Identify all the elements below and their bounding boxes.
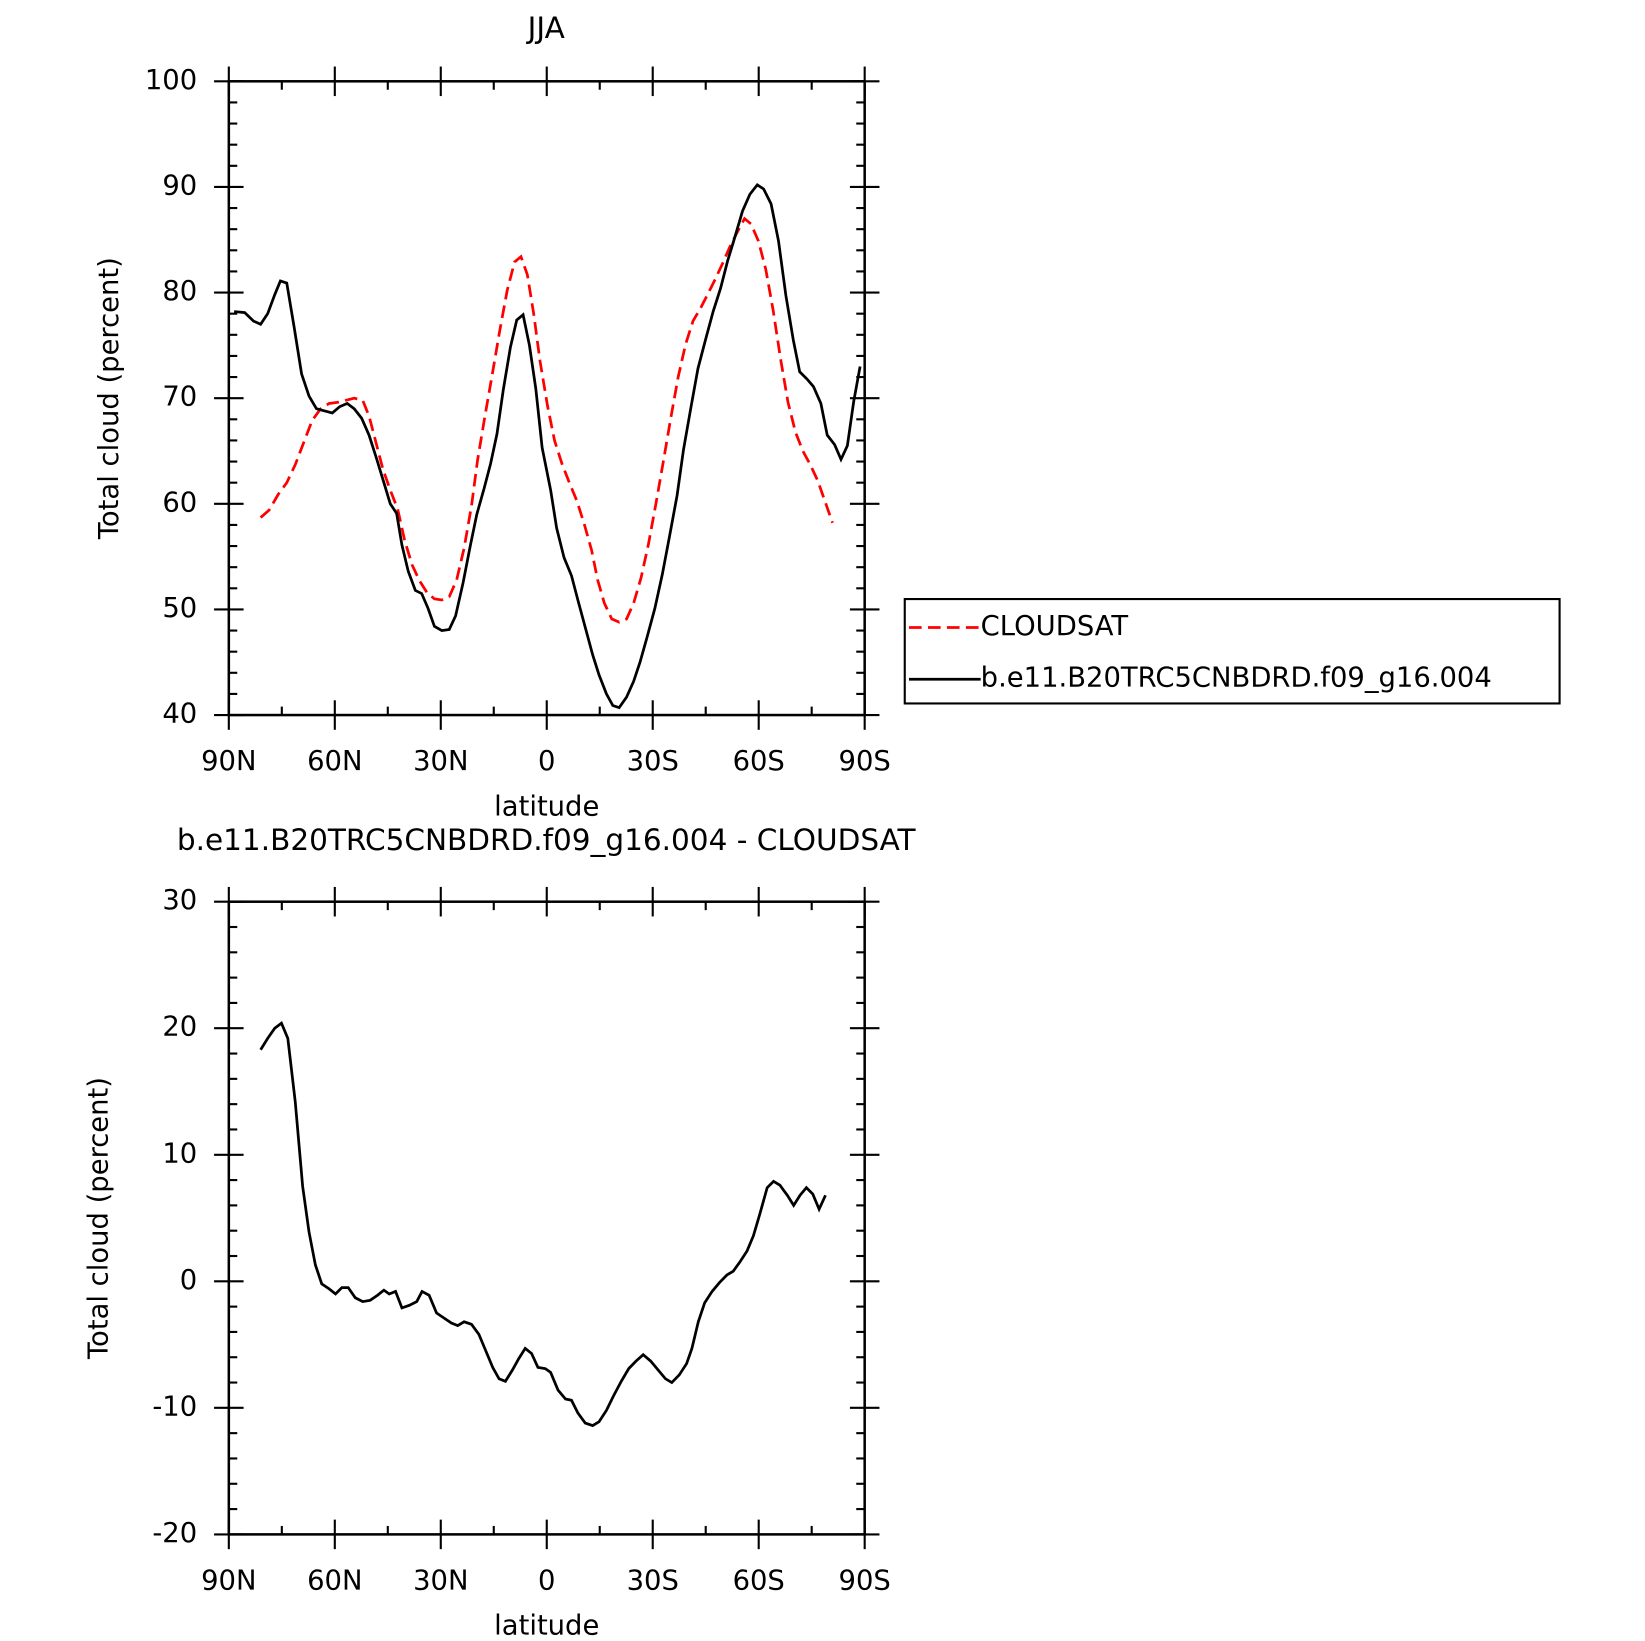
x-tick-label: 60N — [307, 746, 362, 777]
x-tick-label: 60S — [733, 746, 785, 777]
legend-label: b.e11.B20TRC5CNBDRD.f09_g16.004 — [981, 663, 1492, 694]
plot-frame — [227, 80, 866, 717]
y-tick-label: 80 — [162, 276, 197, 307]
x-tick-label: 90S — [839, 1565, 891, 1596]
chart-title: b.e11.B20TRC5CNBDRD.f09_g16.004 - CLOUDS… — [177, 823, 917, 857]
y-tick-label: -10 — [152, 1391, 197, 1422]
x-axis-label: latitude — [494, 791, 599, 822]
data-line — [259, 1021, 827, 1428]
y-tick-label: 70 — [162, 382, 197, 413]
x-tick-label: 30N — [413, 746, 468, 777]
y-tick-label: 90 — [162, 170, 197, 201]
legend-label: CLOUDSAT — [981, 611, 1129, 642]
x-tick-label: 90N — [201, 1565, 256, 1596]
y-tick-label: 0 — [180, 1265, 197, 1296]
data-line — [259, 216, 834, 624]
x-tick-label: 90S — [839, 746, 891, 777]
chart-title: JJA — [526, 11, 565, 45]
y-tick-label: 60 — [162, 487, 197, 518]
x-tick-label: 30S — [627, 1565, 679, 1596]
data-line — [233, 182, 862, 710]
plot-frame — [227, 900, 866, 1536]
x-tick-label: 60N — [307, 1565, 362, 1596]
x-tick-label: 30S — [627, 746, 679, 777]
y-tick-label: 100 — [145, 65, 197, 96]
y-tick-label: 20 — [162, 1012, 197, 1043]
y-tick-label: 50 — [162, 593, 197, 624]
x-tick-label: 90N — [201, 746, 256, 777]
y-axis-label: Total cloud (percent) — [84, 1077, 115, 1360]
x-tick-label: 0 — [538, 746, 555, 777]
y-tick-label: 40 — [162, 699, 197, 730]
x-axis-label: latitude — [494, 1611, 599, 1641]
legend-box — [903, 598, 1561, 705]
x-tick-label: 30N — [413, 1565, 468, 1596]
x-tick-label: 60S — [733, 1565, 785, 1596]
y-tick-label: 30 — [162, 885, 197, 916]
y-tick-label: 10 — [162, 1138, 197, 1169]
y-tick-label: -20 — [152, 1518, 197, 1549]
y-axis-label: Total cloud (percent) — [94, 257, 125, 540]
x-tick-label: 0 — [538, 1565, 555, 1596]
